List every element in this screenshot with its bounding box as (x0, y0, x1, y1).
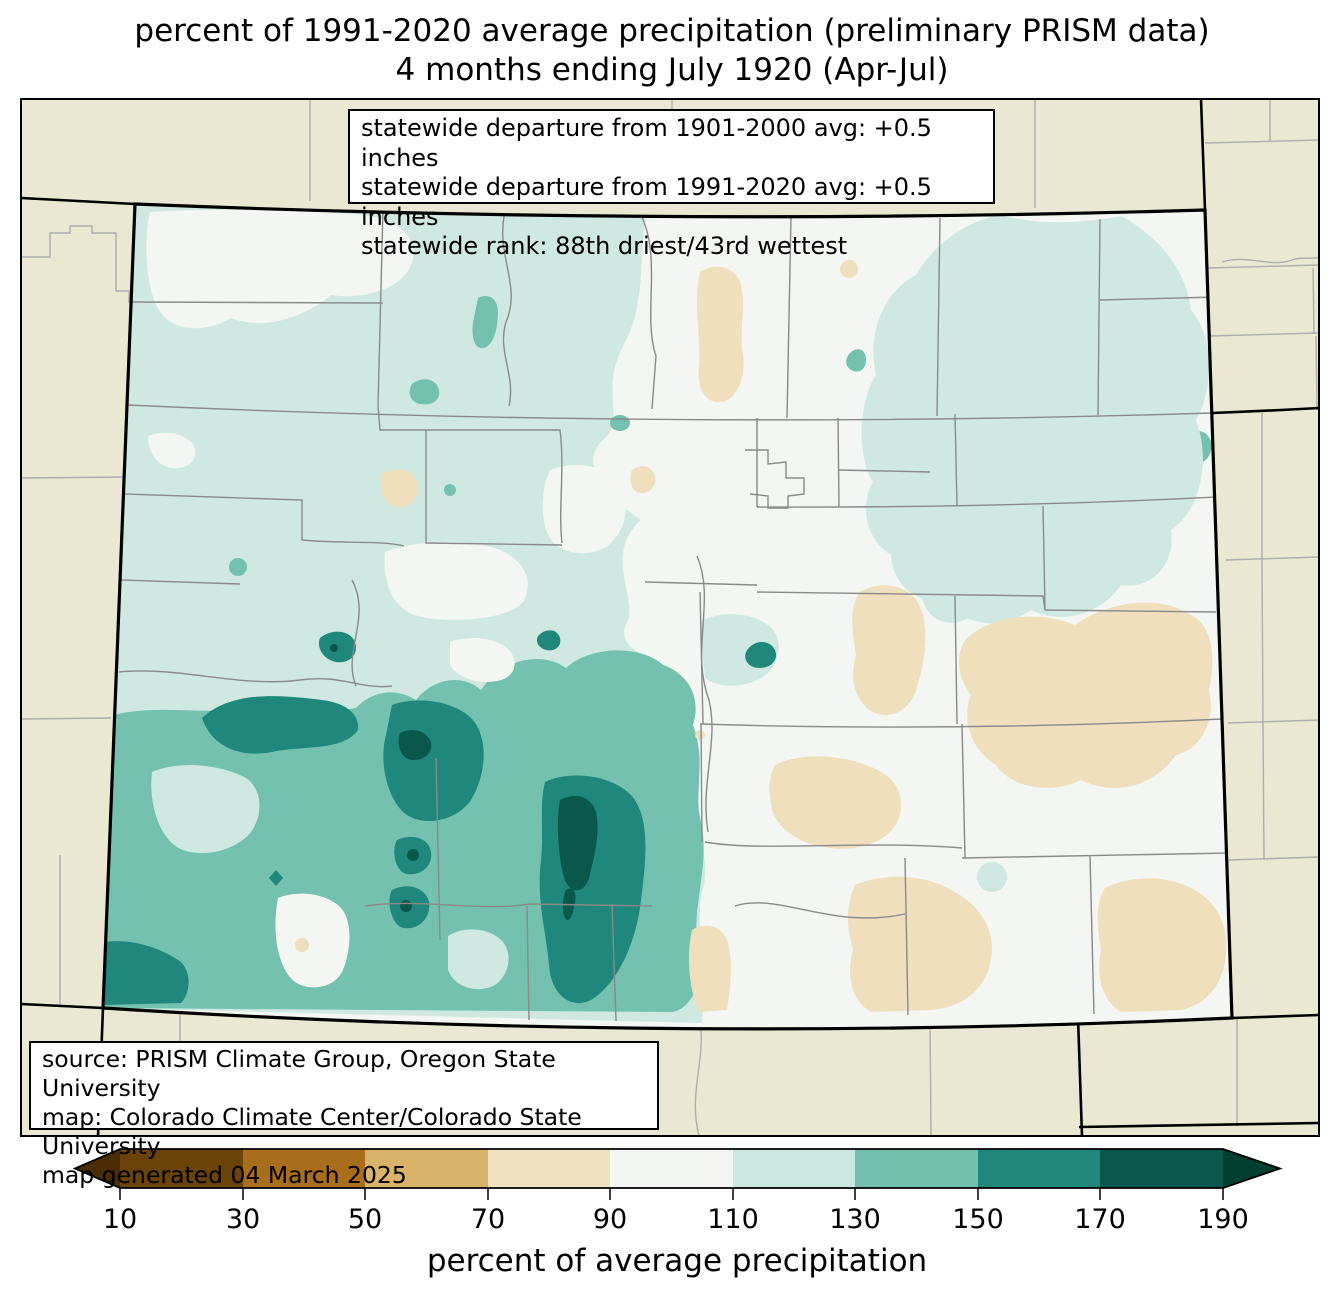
colorbar-seg-4 (488, 1149, 610, 1188)
colorbar-tick-190: 190 (1197, 1204, 1249, 1235)
stats-line-1: statewide departure from 1901-2000 avg: … (361, 114, 932, 172)
precip-90-110-holes (275, 638, 515, 988)
chart-title: percent of 1991-2020 average precipitati… (0, 12, 1344, 90)
stats-line-3: statewide rank: 88th driest/43rd wettest (361, 232, 848, 260)
colorado-county-lines (118, 207, 1231, 1022)
colorbar-tick-90: 90 (592, 1204, 628, 1235)
precip-110-130-east (700, 215, 1210, 892)
colorbar-seg-8 (978, 1149, 1100, 1188)
colorbar-tick-30: 30 (225, 1204, 261, 1235)
colorbar-left-arrow (75, 1149, 120, 1188)
colorbar-seg-9 (1100, 1149, 1223, 1188)
colorbar-tick-50: 50 (347, 1204, 383, 1235)
source-credits-box: source: PRISM Climate Group, Oregon Stat… (29, 1041, 659, 1189)
map-frame (20, 98, 1320, 1137)
colorbar-axis-label: percent of average precipitation (426, 1243, 928, 1279)
colorbar-tick-110: 110 (707, 1204, 759, 1235)
colorado-state-border (101, 202, 1234, 1031)
title-line-2: 4 months ending July 1920 (Apr-Jul) (395, 52, 949, 88)
colorbar-seg-3 (365, 1149, 488, 1188)
colorbar-seg-5 (610, 1149, 733, 1188)
colorbar-seg-1 (120, 1149, 243, 1188)
source-line-1: source: PRISM Climate Group, Oregon Stat… (42, 1045, 556, 1102)
source-line-3: map generated 04 March 2025 (42, 1161, 407, 1189)
colorbar-seg-2 (243, 1149, 365, 1188)
colorbar-tick-170: 170 (1074, 1204, 1126, 1235)
colorbar-ticks (119, 1188, 1224, 1200)
title-line-1: percent of 1991-2020 average precipitati… (134, 13, 1210, 49)
colorbar-tick-150: 150 (952, 1204, 1004, 1235)
neighbor-state-borders (21, 99, 1319, 1136)
statewide-stats-box: statewide departure from 1901-2000 avg: … (348, 109, 995, 260)
source-line-2: map: Colorado Climate Center/Colorado St… (42, 1103, 582, 1160)
colorbar-tick-10: 10 (102, 1204, 138, 1235)
colorbar-tick-130: 130 (829, 1204, 881, 1235)
precip-110-130-holes (151, 765, 509, 990)
colorbar-tick-70: 70 (470, 1204, 506, 1235)
precip-90-110-patches (146, 209, 626, 620)
colorbar-seg-6 (733, 1149, 855, 1188)
precip-70-90-patches (295, 260, 1227, 1012)
precip-170-190-cores (330, 644, 598, 921)
colorbar-seg-7 (855, 1149, 978, 1188)
colorado-precip-field (103, 204, 1232, 1029)
colorbar-right-arrow (1223, 1149, 1280, 1188)
colorbar (72, 1148, 1283, 1200)
neighbor-county-lines (21, 99, 1319, 1136)
stats-line-2: statewide departure from 1991-2020 avg: … (361, 173, 932, 231)
